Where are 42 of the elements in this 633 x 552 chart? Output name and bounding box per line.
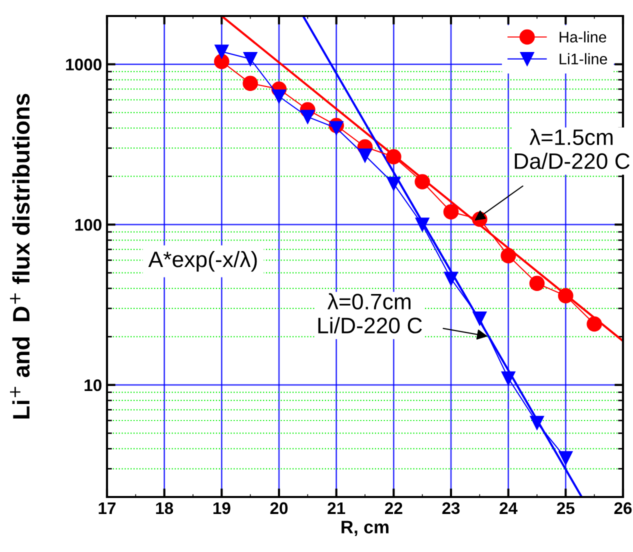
x-tick-label: 20 bbox=[270, 502, 288, 514]
point bbox=[386, 176, 401, 191]
x-tick-label: 25 bbox=[556, 502, 574, 514]
point bbox=[214, 44, 229, 59]
point bbox=[443, 204, 459, 220]
x-tick-label: 24 bbox=[500, 502, 518, 514]
point bbox=[558, 451, 573, 465]
point bbox=[243, 52, 258, 66]
point bbox=[386, 149, 402, 164]
annotation: λ=0.7cm Li/D-220 C bbox=[318, 293, 422, 334]
point bbox=[358, 148, 372, 162]
point bbox=[586, 316, 602, 332]
point bbox=[558, 288, 574, 304]
point bbox=[242, 76, 258, 92]
y-tick-label: 1000 bbox=[66, 58, 102, 70]
y-tick-label: 100 bbox=[75, 219, 102, 231]
x-tick-label: 26 bbox=[614, 502, 632, 514]
y-axis-title: Li$^{+}$ and D$^{+}$ flux distributions bbox=[10, 94, 30, 419]
x-tick-label: 22 bbox=[384, 502, 402, 514]
legend-label: Ha-line bbox=[560, 31, 606, 42]
y-tick-label: 10 bbox=[84, 379, 102, 392]
point bbox=[415, 218, 430, 232]
point bbox=[329, 121, 344, 136]
point bbox=[529, 276, 545, 292]
point bbox=[501, 371, 516, 386]
point bbox=[300, 110, 315, 124]
x-tick-label: 21 bbox=[328, 502, 346, 514]
x-tick-label: 23 bbox=[442, 502, 460, 514]
legend-label: Li1-line bbox=[560, 53, 608, 64]
annotation: λ=1.5cm Da/D-220 C bbox=[514, 128, 630, 170]
x-tick-label: 17 bbox=[98, 502, 116, 514]
point bbox=[472, 311, 487, 326]
x-tick-label: 18 bbox=[156, 502, 174, 514]
point bbox=[414, 174, 430, 190]
point bbox=[444, 272, 458, 286]
point bbox=[530, 416, 544, 430]
point bbox=[214, 54, 230, 70]
point bbox=[500, 248, 516, 264]
x-axis-title: R, cm bbox=[342, 520, 388, 536]
annotation: A*exp(-x/λ) bbox=[148, 250, 257, 272]
point bbox=[272, 89, 286, 104]
x-tick-label: 19 bbox=[213, 502, 230, 514]
